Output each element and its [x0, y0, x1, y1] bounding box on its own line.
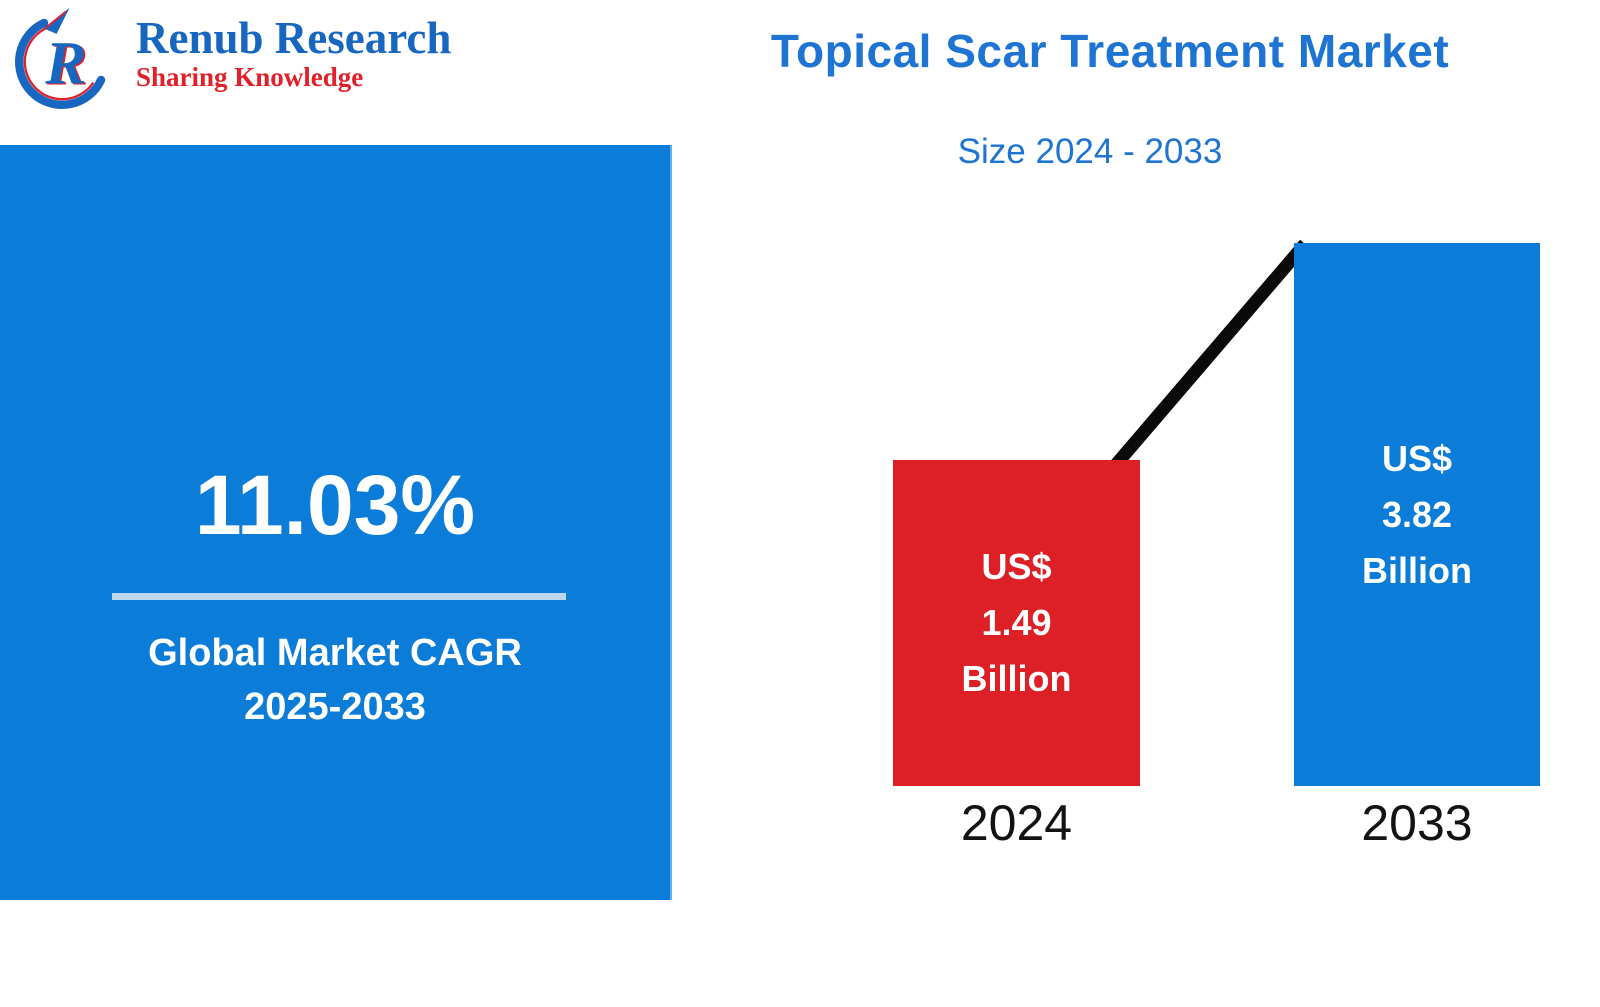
bar-2024-label-value: 1.49: [981, 602, 1052, 643]
cagr-label: Global Market CAGR 2025-2033: [0, 626, 670, 734]
page-title: Topical Scar Treatment Market: [770, 25, 1450, 77]
logo-brand-name: Renub Research: [136, 13, 452, 63]
bar-2024-label-currency: US$: [981, 546, 1052, 587]
cagr-panel: 11.03% Global Market CAGR 2025-2033 Sour…: [0, 145, 672, 1006]
page-subtitle: Size 2024 - 2033: [957, 132, 1223, 171]
bar-2024-label-unit: Billion: [961, 658, 1072, 699]
cagr-label-line1: Global Market CAGR: [148, 632, 522, 674]
renub-logo: R R Renub Research Sharing Knowledge: [8, 4, 451, 116]
renub-logo-mark-icon: R R: [14, 7, 106, 110]
cagr-label-line2: 2025-2033: [244, 686, 426, 728]
panel-divider: [112, 593, 566, 600]
bar-2033-label-currency: US$: [1381, 437, 1453, 479]
bar-2033: US$ 3.82 Billion: [1294, 243, 1540, 786]
bar-2033-label-value: 3.82: [1381, 493, 1453, 535]
svg-text:R: R: [44, 29, 86, 97]
bar-2024: US$ 1.49 Billion: [893, 460, 1140, 786]
svg-text:R: R: [46, 30, 88, 98]
cagr-value: 11.03%: [194, 458, 476, 552]
source-line: Source www.renub.com: [20, 981, 264, 1007]
logo-tagline: Sharing Knowledge: [136, 62, 364, 92]
category-label-2024: 2024: [960, 795, 1073, 851]
source-url: www.renub.com: [107, 981, 265, 1006]
logo-text: Renub Research Sharing Knowledge: [136, 4, 451, 92]
bar-2033-label-unit: Billion: [1362, 549, 1472, 591]
source-label: Source: [20, 981, 90, 1006]
category-label-2033: 2033: [1361, 795, 1473, 851]
